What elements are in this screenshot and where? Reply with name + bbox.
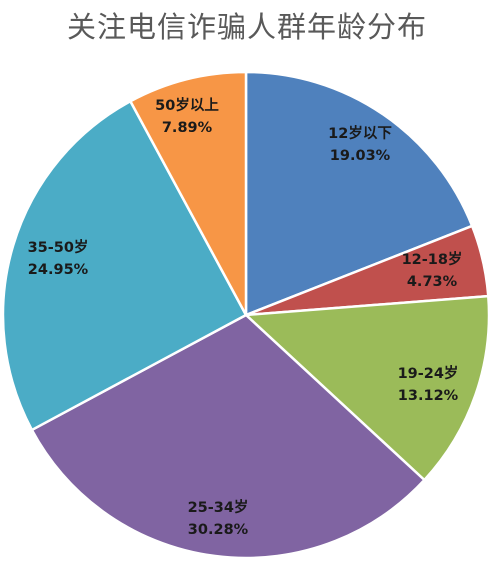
slice-category-label: 19-24岁 bbox=[398, 364, 459, 382]
pie-slice-5 bbox=[1, 100, 248, 432]
slice-value-label: 30.28% bbox=[188, 522, 249, 538]
slice-value-label: 19.03% bbox=[330, 148, 391, 164]
pie-slice-6 bbox=[129, 70, 248, 317]
slice-category-label: 50岁以上 bbox=[155, 96, 219, 114]
pie-slice-3 bbox=[244, 294, 491, 482]
pie-slice-1 bbox=[244, 70, 474, 317]
chart-title: 关注电信诈骗人群年龄分布 bbox=[66, 10, 427, 44]
slice-category-label: 12-18岁 bbox=[402, 250, 463, 268]
slice-category-label: 25-34岁 bbox=[188, 498, 249, 516]
slice-value-label: 24.95% bbox=[28, 262, 89, 278]
slice-value-label: 13.12% bbox=[398, 388, 459, 404]
pie-slice-4 bbox=[30, 313, 426, 560]
slice-value-label: 7.89% bbox=[162, 120, 213, 136]
pie-labels: 12岁以下 19.03% 12-18岁 4.73% 19-24岁 13.12% 25-34岁… bbox=[28, 96, 463, 538]
slice-category-label: 35-50岁 bbox=[28, 238, 89, 256]
pie-slices bbox=[1, 70, 491, 560]
slice-value-label: 4.73% bbox=[407, 274, 458, 290]
slice-category-label: 12岁以下 bbox=[328, 124, 392, 142]
